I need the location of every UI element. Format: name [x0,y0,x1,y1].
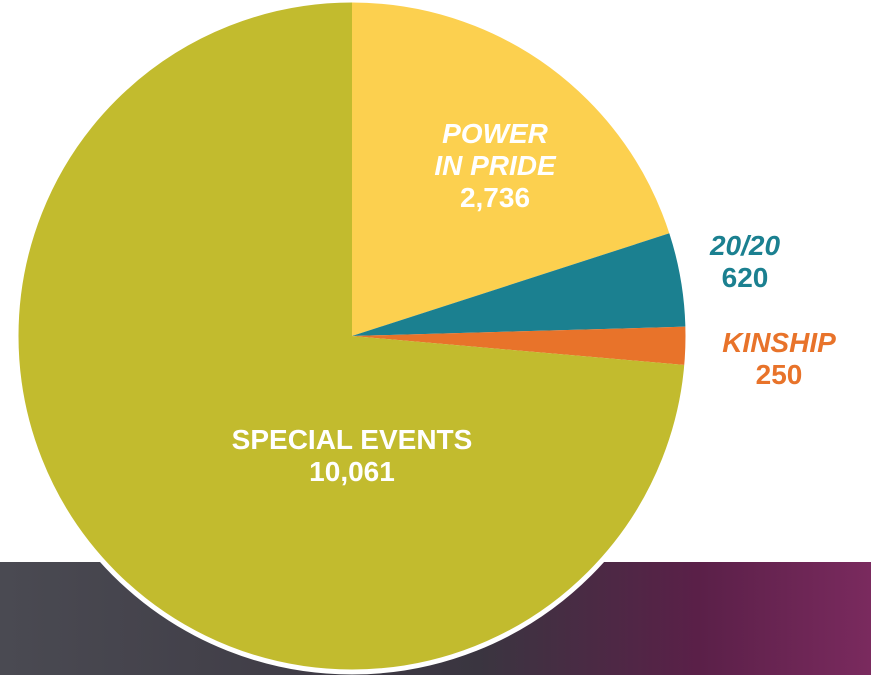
category-name: KINSHIP [689,327,869,359]
value-label: 620 [665,262,825,294]
category-name: SPECIAL EVENTS [192,424,512,456]
value-label: 10,061 [192,456,512,488]
category-name: POWER IN PRIDE [428,118,563,182]
page: POWER IN PRIDE2,736 20/20620 KINSHIP250 SPE… [0,0,871,675]
category-name: 20/20 [665,230,825,262]
pie [16,0,688,672]
value-label: 2,736 [428,182,563,214]
value-label: 250 [689,359,869,391]
